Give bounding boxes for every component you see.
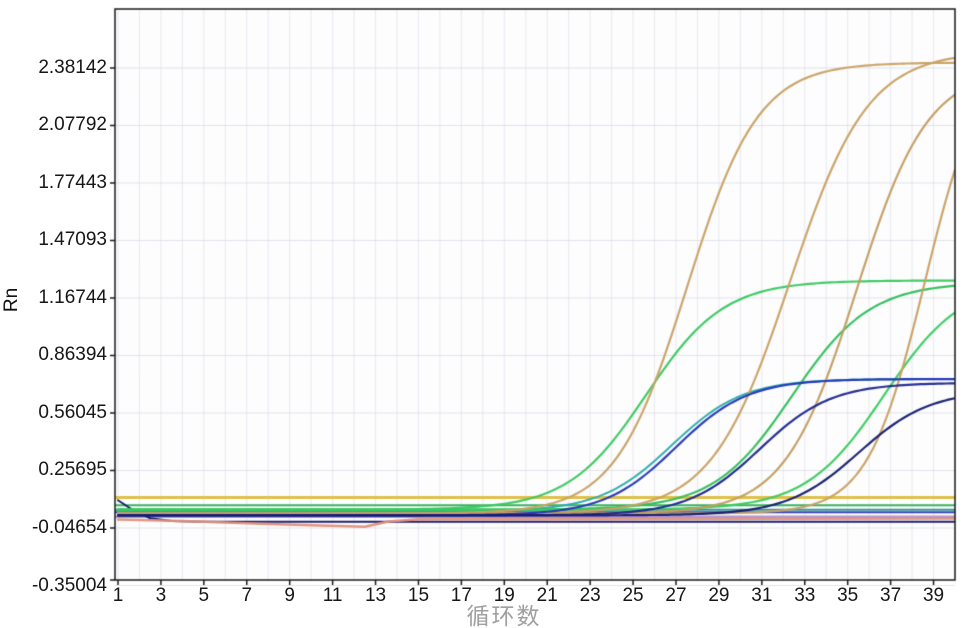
y-tick-label: -0.04654: [31, 517, 107, 538]
x-tick-label: 11: [322, 585, 343, 606]
x-tick-label: 5: [198, 585, 210, 606]
x-tick-label: 9: [284, 585, 295, 606]
x-tick-label: 27: [665, 585, 687, 606]
x-tick-label: 21: [536, 585, 558, 606]
x-tick-label: 3: [155, 585, 167, 606]
y-tick-label: 0.86394: [38, 344, 107, 366]
x-tick-label: 15: [407, 585, 430, 606]
x-tick-label: 25: [622, 585, 644, 606]
x-tick-label: 1: [112, 585, 124, 606]
y-axis-title: Rn: [1, 287, 22, 313]
y-tick-label: 1.16744: [38, 286, 107, 308]
x-tick-label: 39: [922, 585, 945, 606]
x-tick-label: 7: [241, 585, 253, 606]
x-axis-title: 循环数: [466, 603, 542, 628]
y-tick-label: 1.77443: [38, 171, 107, 193]
x-tick-label: 35: [837, 585, 859, 606]
y-tick-label: 2.38142: [38, 56, 107, 78]
y-tick-label: 0.56045: [38, 401, 107, 423]
x-tick-label: 33: [794, 585, 816, 606]
y-tick-label: 1.47093: [38, 229, 107, 251]
x-tick-label: 13: [364, 585, 387, 606]
y-tick-label: -0.35004: [31, 574, 107, 596]
y-tick-label: 0.25695: [38, 459, 107, 481]
x-tick-label: 29: [708, 585, 730, 606]
x-tick-label: 17: [450, 585, 472, 606]
x-tick-label: 23: [579, 585, 601, 606]
x-tick-label: 37: [880, 585, 902, 606]
x-tick-label: 31: [751, 585, 773, 606]
y-tick-label: 2.07792: [38, 114, 107, 136]
x-tick-label: 19: [493, 585, 515, 606]
